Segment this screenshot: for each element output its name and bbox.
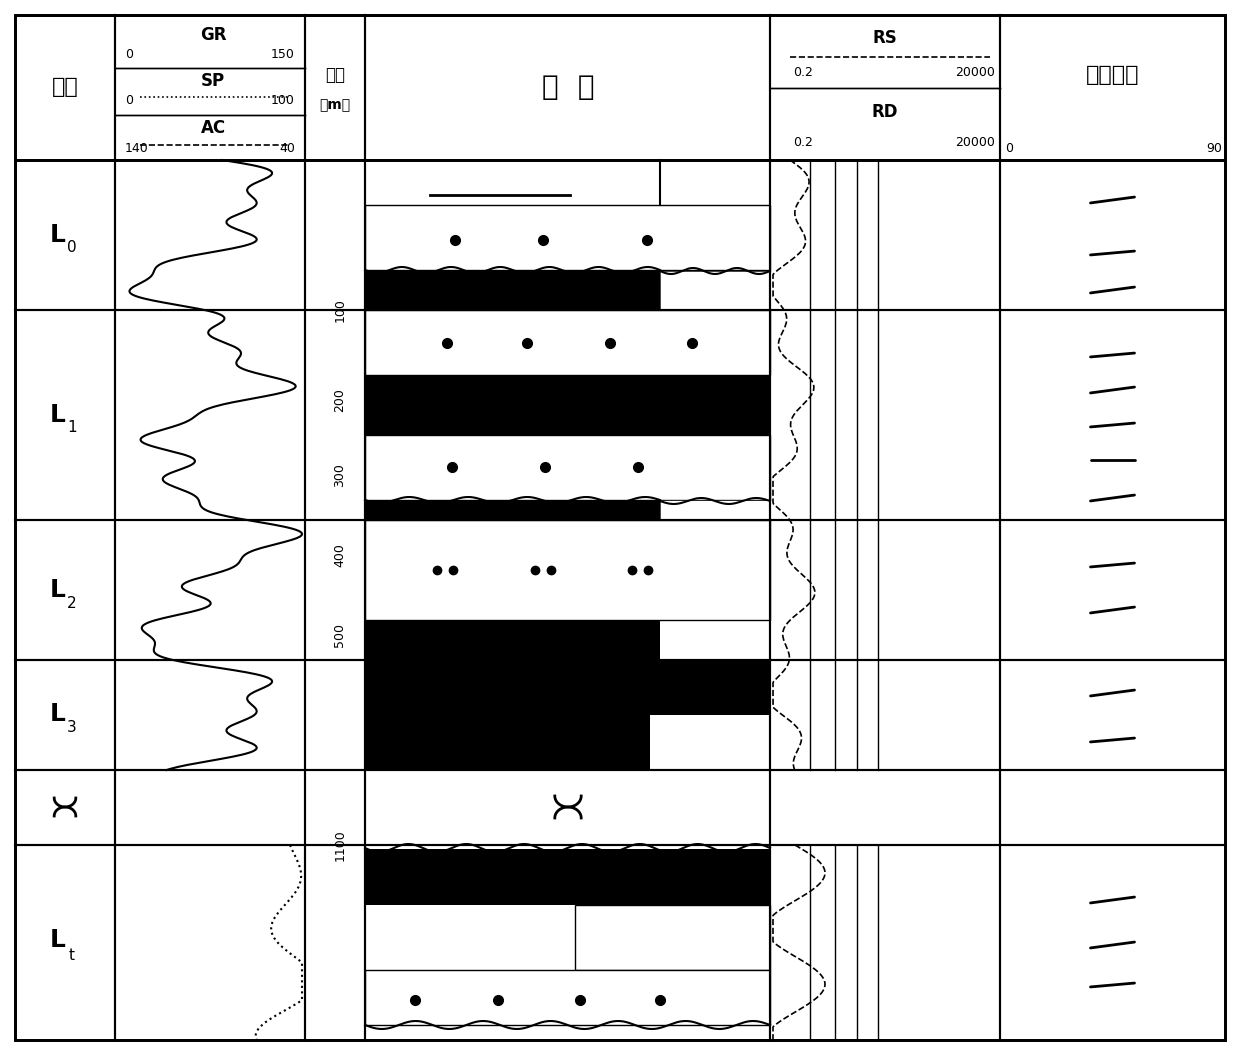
Text: 100: 100 [334,298,346,322]
Text: 20000: 20000 [955,135,994,149]
Text: 1: 1 [67,420,77,435]
Bar [660,499,770,520]
Text: 2: 2 [67,596,77,610]
Text: 地层: 地层 [52,77,78,97]
Bar [660,271,770,310]
Text: 90: 90 [1207,142,1221,154]
Text: 0: 0 [67,241,77,256]
Text: 200: 200 [334,388,346,412]
Text: 0: 0 [125,94,133,107]
Bar [365,715,650,770]
Text: 500: 500 [334,623,346,647]
Text: L: L [50,928,66,953]
Text: 20000: 20000 [955,67,994,79]
Bar [365,205,770,270]
Bar [365,310,770,375]
Bar [365,375,770,435]
Text: 150: 150 [272,49,295,61]
Text: RD: RD [872,103,898,121]
Bar [365,849,770,905]
Text: SP: SP [201,72,226,90]
Text: 40: 40 [279,142,295,154]
Bar [365,501,660,520]
Bar [365,620,660,660]
Text: AC: AC [201,119,226,137]
Text: L: L [50,702,66,727]
Text: 1100: 1100 [334,829,346,861]
Text: t: t [69,947,74,962]
Text: GR: GR [200,26,226,44]
Text: 0.2: 0.2 [794,135,813,149]
Text: 岩  性: 岩 性 [542,73,594,101]
Text: 倾角测井: 倾角测井 [1086,65,1140,84]
Text: L: L [50,223,66,247]
Text: 深度: 深度 [325,65,345,84]
Text: 300: 300 [334,464,346,487]
Text: L: L [50,578,66,602]
Text: （m）: （m） [320,98,351,112]
Text: RS: RS [873,29,898,48]
Text: 3: 3 [67,719,77,735]
Text: 400: 400 [334,543,346,567]
Bar [365,435,770,499]
Text: 0: 0 [125,49,133,61]
Bar [365,520,770,620]
Text: 100: 100 [272,94,295,107]
Bar [575,905,770,970]
Bar [365,970,770,1025]
Text: 140: 140 [125,142,149,154]
Bar [365,660,770,715]
Text: 0: 0 [1004,142,1013,154]
Bar [365,271,660,310]
Text: 0.2: 0.2 [794,67,813,79]
Text: L: L [50,403,66,427]
